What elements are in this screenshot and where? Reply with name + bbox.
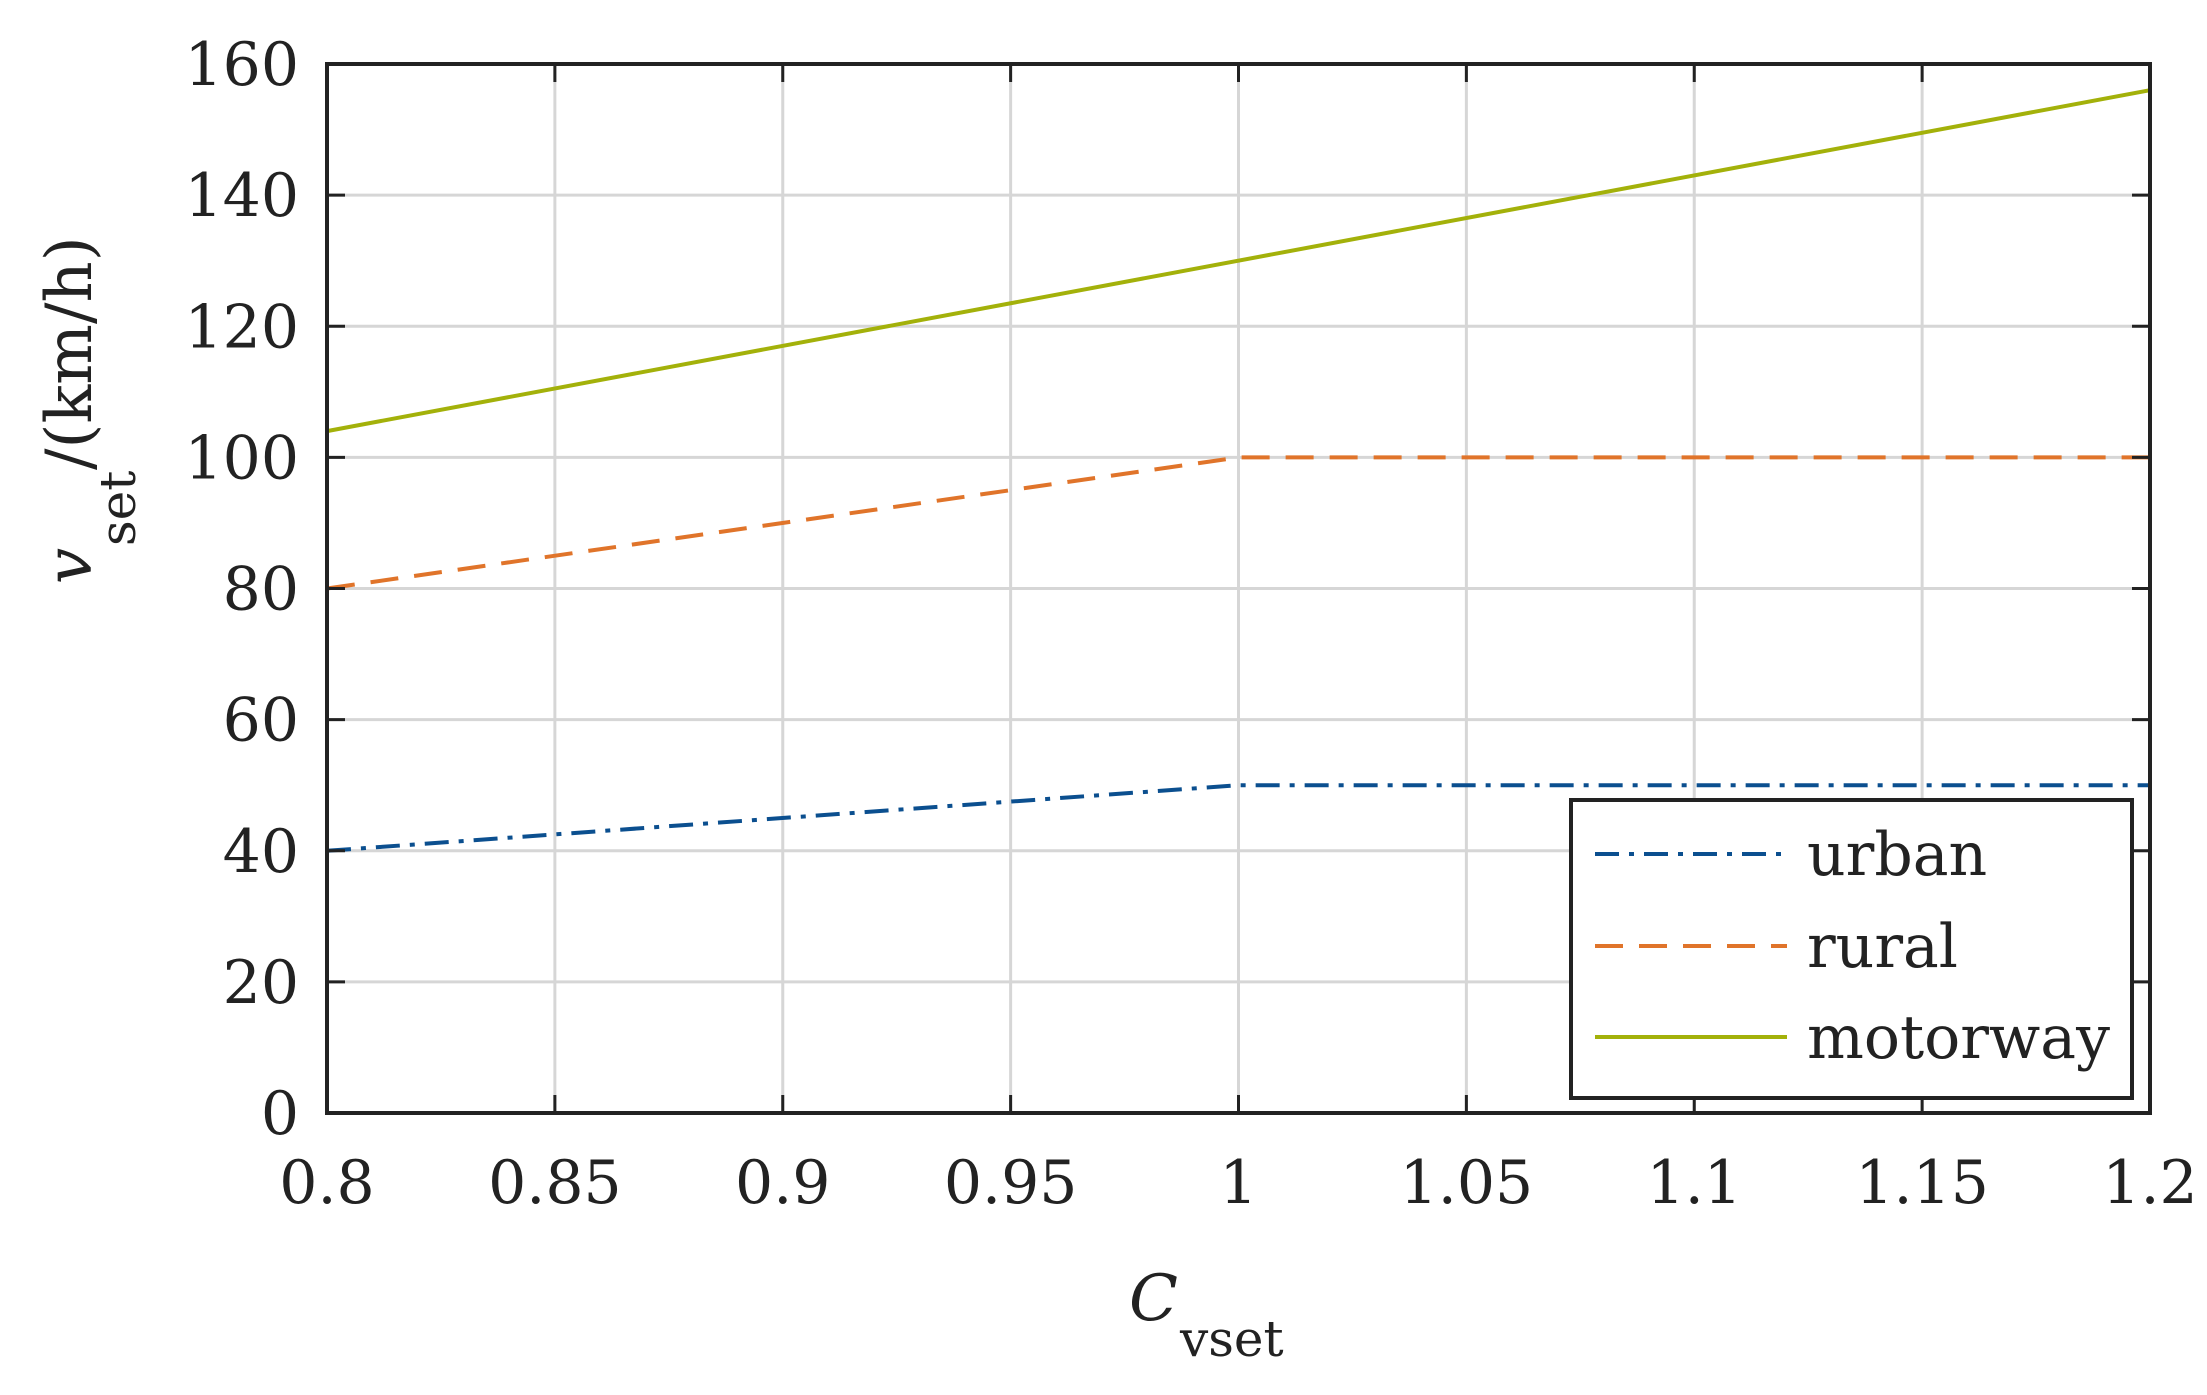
x-tick-label: 0.95 [944,1148,1078,1218]
y-tick-label: 160 [184,30,299,100]
x-tick-label: 0.85 [488,1148,622,1218]
y-tick-label: 100 [184,423,299,493]
y-tick-label: 0 [261,1079,299,1149]
x-tick-label: 1 [1219,1148,1257,1218]
y-tick-label: 20 [223,948,299,1018]
x-tick-label: 0.8 [279,1148,374,1218]
x-axis-label: C [1129,1262,1178,1336]
y-tick-label: 140 [184,161,299,231]
y-axis-label-subscript: set [89,471,147,546]
legend-box [1569,798,2134,1100]
legend-label-urban: urban [1807,820,1987,890]
x-tick-label: 1.2 [2102,1148,2197,1218]
svg-text:v: v [33,548,107,584]
axes-layer: 0.8 0.85 0.9 0.95 1 1.05 1.1 1.15 1.2 0 20 40 60 80 10… [184,30,2197,1218]
x-tick-label: 0.9 [735,1148,830,1218]
y-tick-label: 60 [223,686,299,756]
legend-label-motorway: motorway [1807,1003,2110,1073]
series-layer [326,88,2151,853]
y-tick-label: 80 [223,555,299,625]
x-tick-label: 1.15 [1855,1148,1989,1218]
y-tick-label: 40 [223,817,299,887]
x-tick-label: 1.1 [1647,1148,1742,1218]
x-axis-label-main: C [1129,1262,1178,1336]
x-tick-label: 1.05 [1400,1148,1534,1218]
legend-label-rural: rural [1807,912,1958,982]
series-line-motorway [326,88,2151,434]
legend-layer: urban rural motorway [1569,798,2134,1100]
x-axis-label-subscript: vset [1179,1310,1284,1368]
series-line-urban [326,783,2150,853]
y-tick-label: 120 [184,292,299,362]
y-axis-label: v set /(km/h) [33,236,147,584]
y-axis-label-unit: /(km/h) [33,236,107,470]
y-axis-label-main: v [33,548,107,584]
